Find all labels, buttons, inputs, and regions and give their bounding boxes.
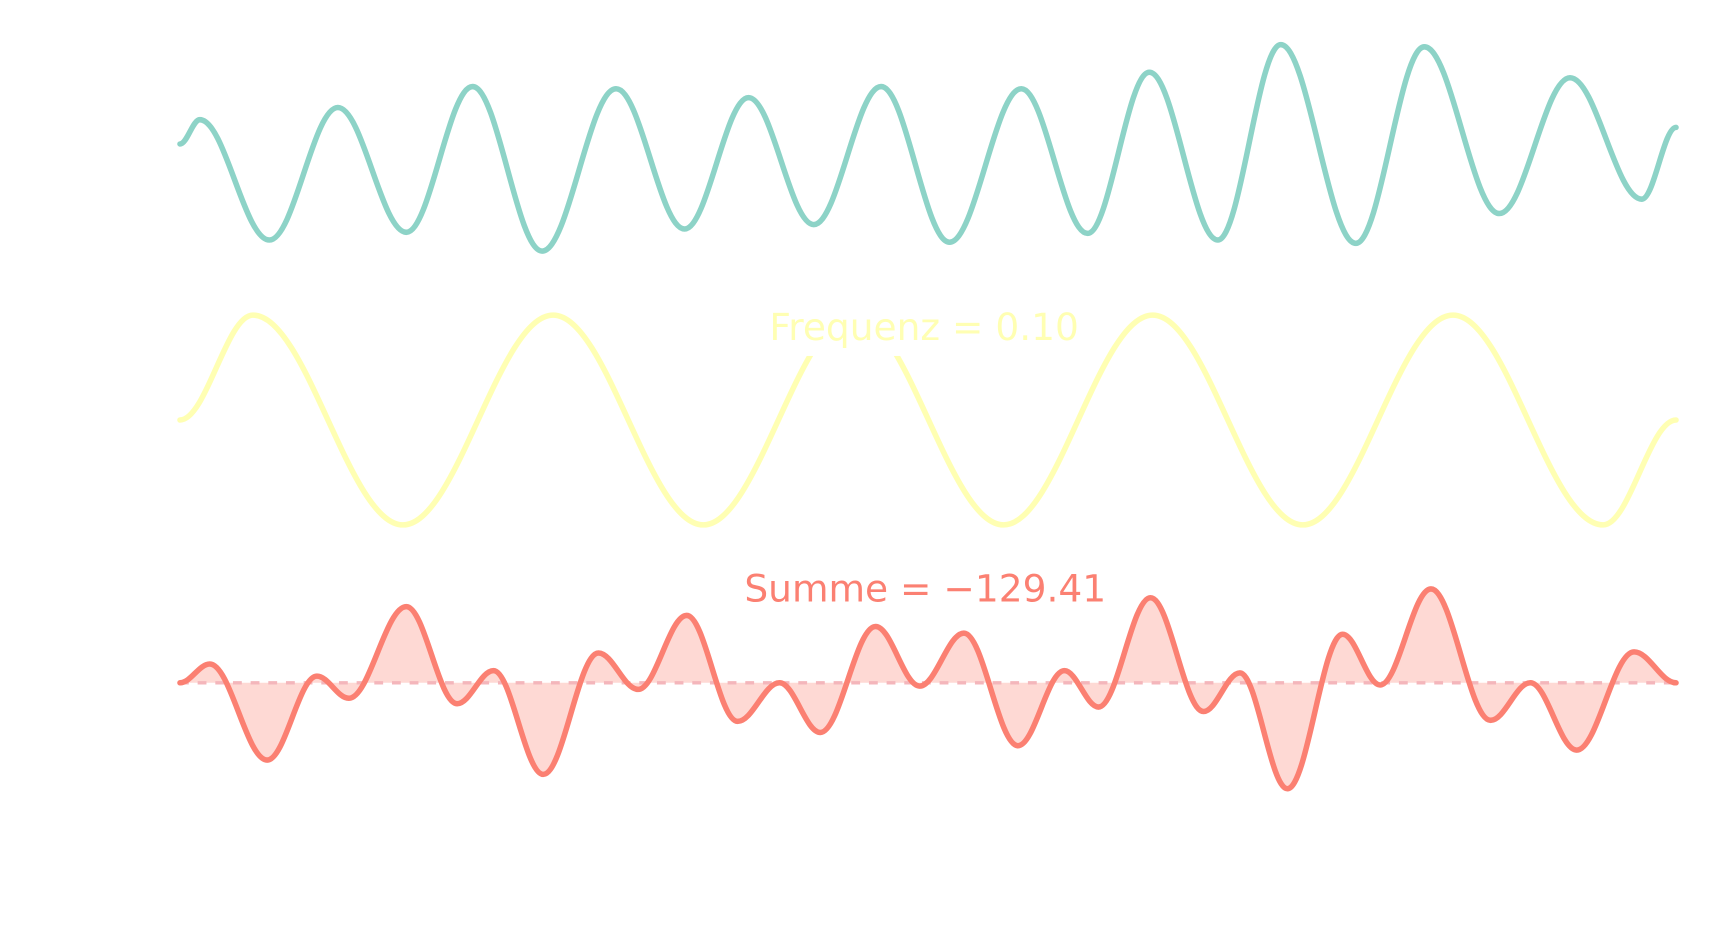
teal-wave — [177, 41, 1679, 254]
sum-wave — [177, 586, 1679, 792]
frequency-label: Frequenz = 0.10 — [769, 305, 1078, 349]
sum-area — [179, 588, 1677, 789]
yellow-wave — [177, 312, 1679, 528]
label-backdrop — [761, 307, 1087, 356]
sum-label: Summe = −129.41 — [744, 567, 1106, 611]
